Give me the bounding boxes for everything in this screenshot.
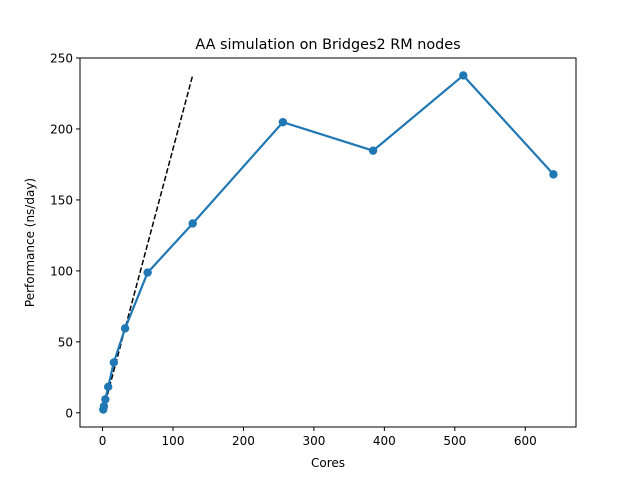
data-point xyxy=(99,402,109,411)
x-tick-label: 0 xyxy=(99,434,107,448)
x-tick-label: 600 xyxy=(514,434,537,448)
chart-title: AA simulation on Bridges2 RM nodes xyxy=(195,37,460,53)
data-point xyxy=(103,382,113,392)
data-point xyxy=(459,71,468,80)
y-tick-label: 250 xyxy=(50,52,73,66)
data-point xyxy=(101,395,110,404)
data-point xyxy=(368,146,378,155)
data-point xyxy=(109,358,119,367)
performance-line xyxy=(102,74,555,410)
data-point xyxy=(549,170,558,179)
y-axis-label: Performance (ns/day) xyxy=(23,178,37,307)
data-point xyxy=(120,324,130,333)
x-tick-label: 300 xyxy=(302,434,325,448)
plot-frame xyxy=(79,57,577,428)
data-point xyxy=(188,219,197,228)
data-point xyxy=(143,268,152,277)
x-tick-label: 400 xyxy=(373,434,396,448)
y-tick-label: 100 xyxy=(50,264,73,278)
x-axis: 0 100 200 300 400 500 600 xyxy=(99,427,537,448)
y-tick-label: 50 xyxy=(58,335,73,349)
y-tick-label: 200 xyxy=(50,122,73,136)
x-axis-label: Cores xyxy=(311,456,345,470)
x-tick-label: 500 xyxy=(443,434,466,448)
y-tick-label: 150 xyxy=(50,193,73,207)
x-tick-label: 200 xyxy=(232,434,255,448)
y-tick-label: 0 xyxy=(65,406,73,420)
data-point xyxy=(278,117,288,127)
ideal-scaling-line xyxy=(102,74,194,411)
x-tick-label: 100 xyxy=(162,434,185,448)
y-axis: 0 50 100 150 200 250 xyxy=(50,52,80,420)
